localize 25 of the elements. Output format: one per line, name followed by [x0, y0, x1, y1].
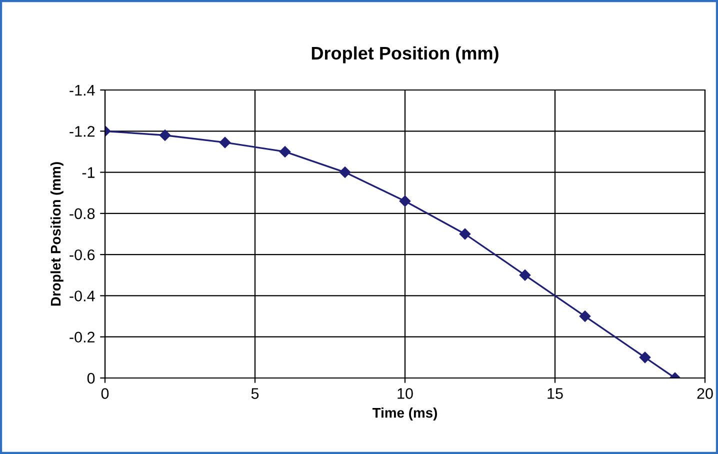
x-tick-label: 20 [697, 388, 713, 399]
y-tick-label: -0.8 [70, 208, 95, 220]
y-axis-title: Droplet Position (mm) [50, 162, 64, 306]
point [159, 130, 171, 141]
point [399, 195, 411, 207]
point [279, 146, 291, 158]
chart-title: Droplet Position (mm) [312, 46, 498, 64]
point [519, 270, 531, 281]
x-tick-label: 5 [251, 388, 259, 399]
x-tick-label: 10 [398, 388, 413, 399]
y-tick-label: -1 [82, 167, 95, 178]
point [339, 166, 351, 178]
point [219, 136, 231, 148]
y-tick-label: -0.6 [70, 249, 95, 260]
x-axis-title: Time (ms) [372, 408, 437, 420]
y-tick-label: 0 [87, 372, 95, 384]
y-tick-label: -1.2 [70, 126, 95, 137]
point [579, 310, 591, 322]
x-tick-label: 0 [101, 388, 109, 399]
y-tick-label: -0.2 [70, 332, 95, 343]
point [459, 228, 471, 240]
y-tick-label: -1.4 [70, 85, 95, 96]
point [639, 352, 651, 364]
x-tick-label: 15 [548, 388, 563, 399]
y-tick-label: -0.4 [70, 290, 95, 302]
